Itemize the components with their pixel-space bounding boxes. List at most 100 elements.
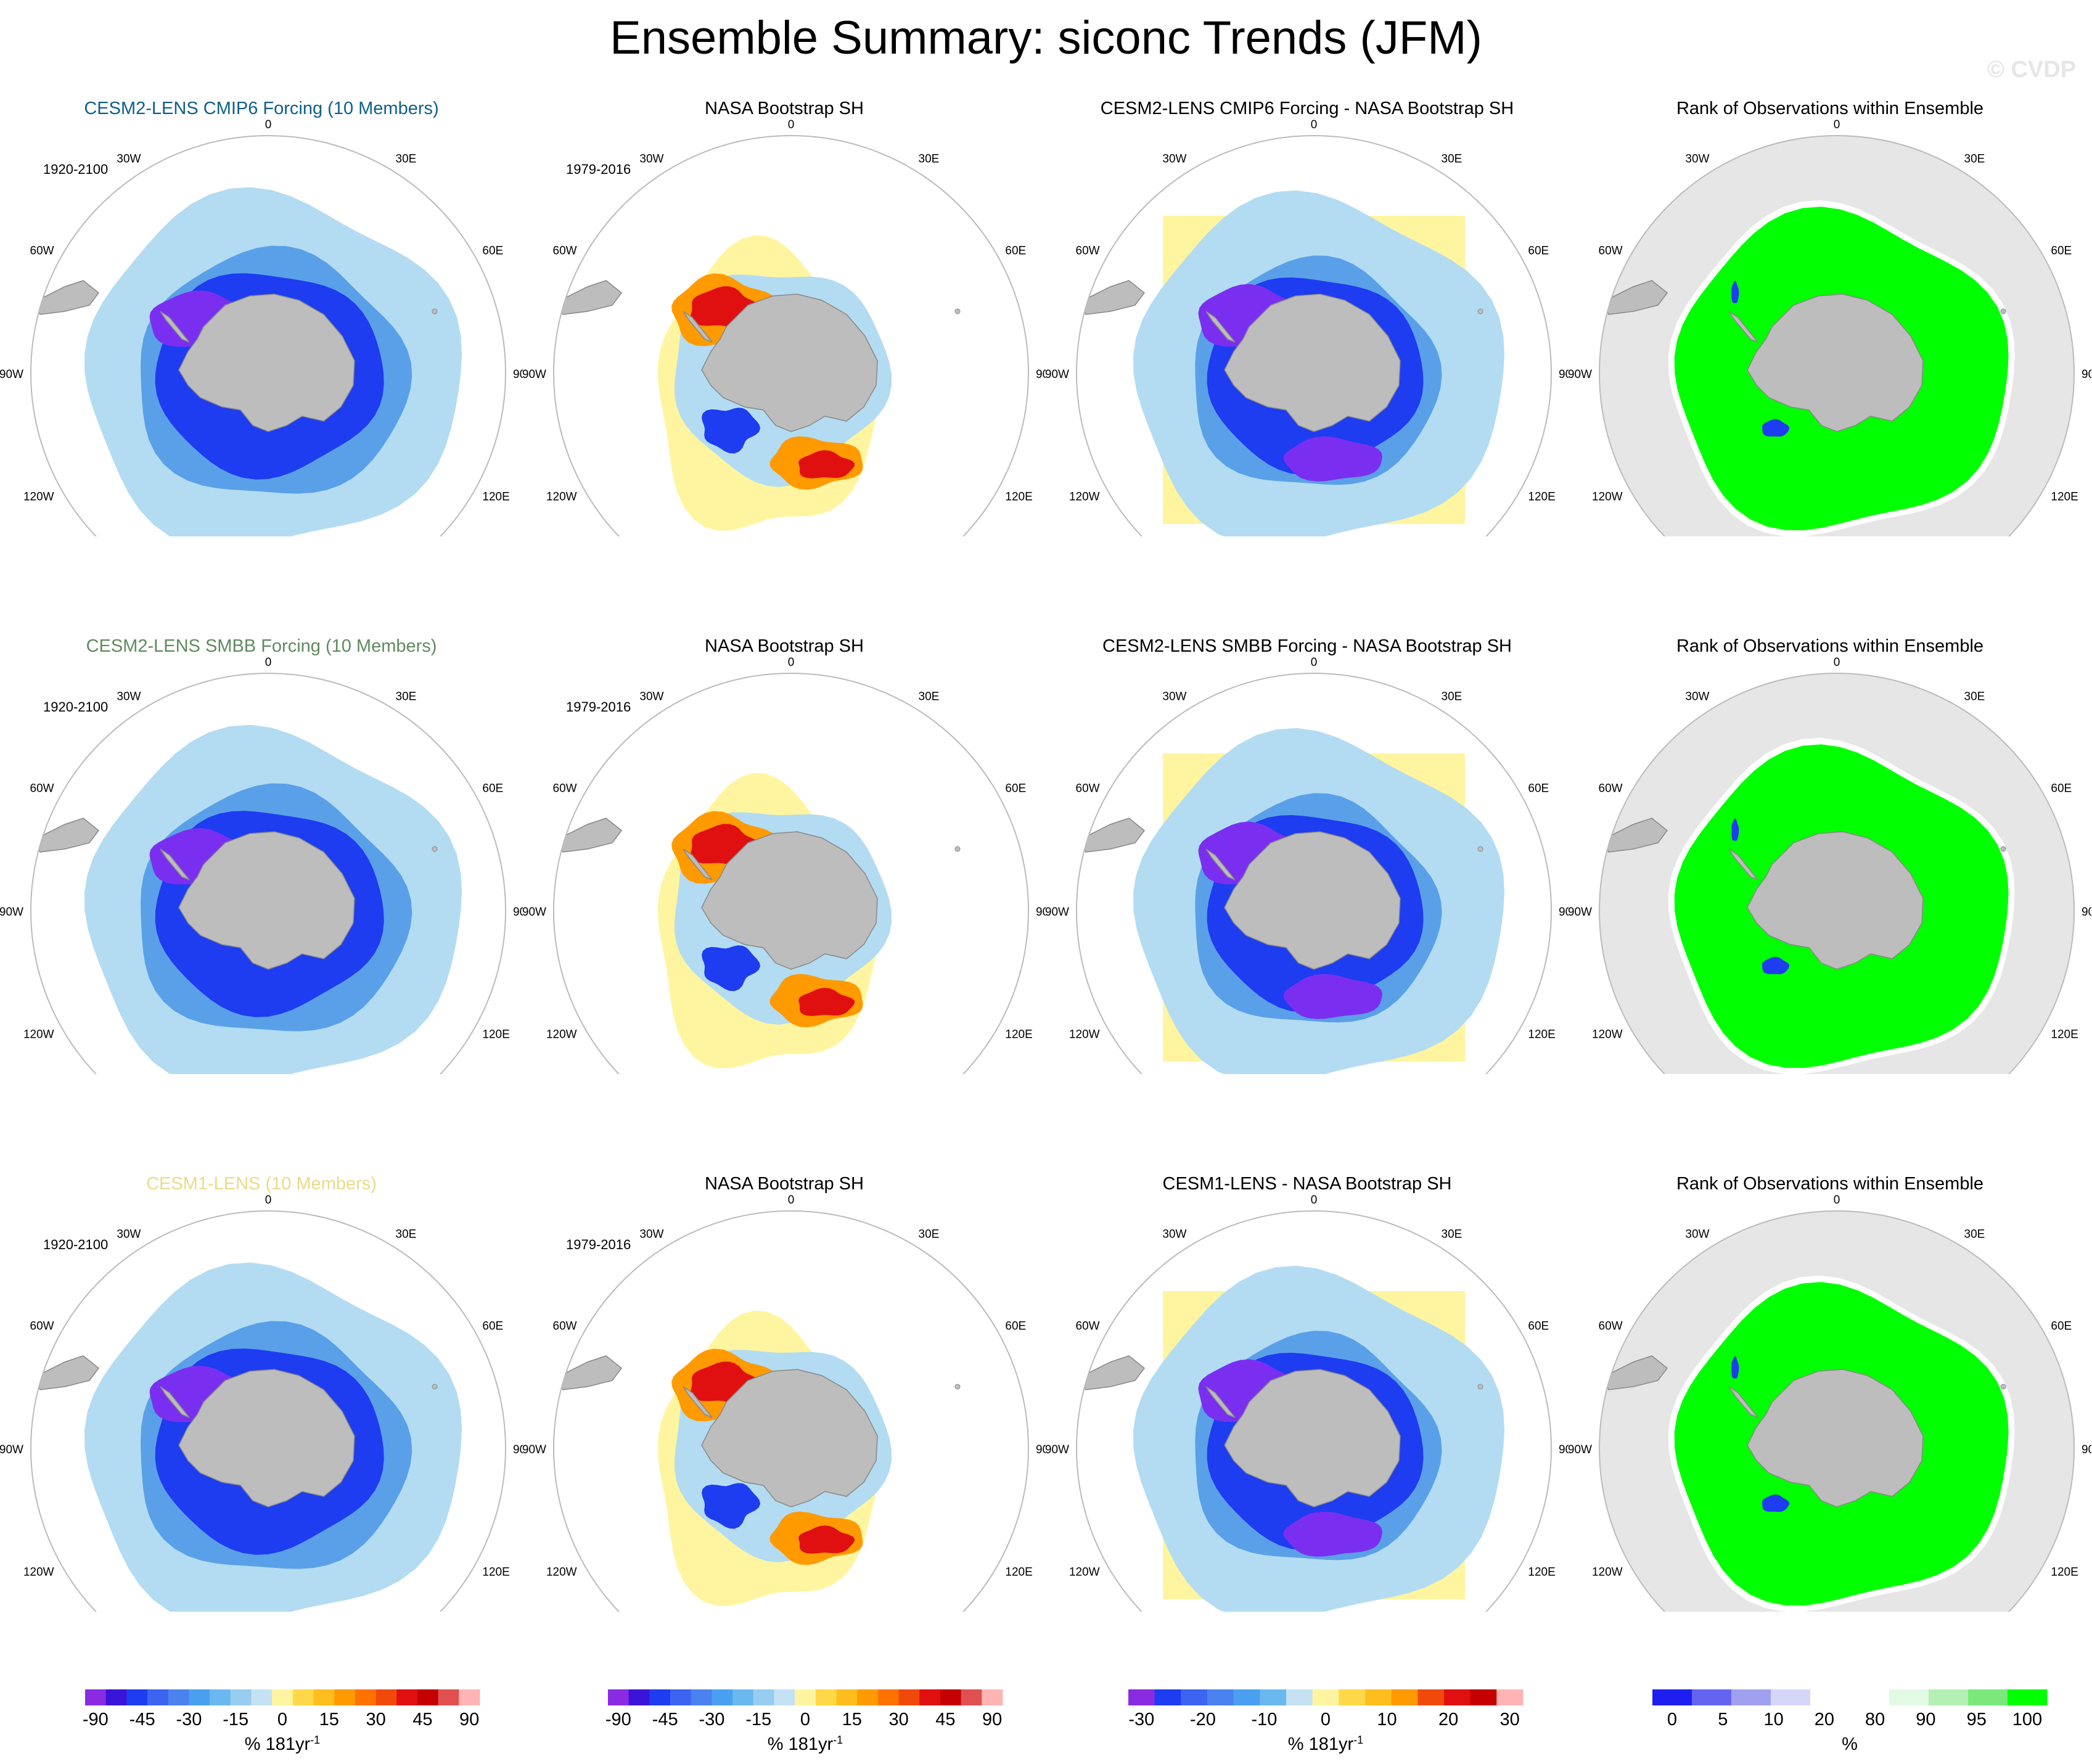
map-panel-model: CESM1-LENS (10 Members)030E60E90E120E150…	[0, 1075, 523, 1612]
colorbar-tick-label: 90	[459, 1710, 479, 1729]
longitude-label: 30E	[396, 691, 417, 704]
colorbar-units-label: % 181yr-1	[768, 1734, 843, 1754]
longitude-label: 120E	[482, 1028, 509, 1041]
longitude-label: 60E	[1528, 782, 1549, 795]
colorbar-swatch	[313, 1689, 335, 1705]
map-boundary-circle	[1076, 135, 1552, 536]
kerguelen-island	[1477, 846, 1483, 852]
figure-title: Ensemble Summary: siconc Trends (JFM)	[610, 12, 1482, 64]
colorbar-swatch	[774, 1689, 795, 1705]
longitude-label: 120W	[23, 1566, 54, 1579]
colorbar-swatch	[105, 1689, 127, 1705]
map-panel-diff: CESM2-LENS CMIP6 Forcing - NASA Bootstra…	[1046, 0, 1569, 536]
colorbar-tick-label: 0	[1667, 1710, 1677, 1729]
longitude-label: 0	[1311, 656, 1318, 669]
map-panel-obs: NASA Bootstrap SH030E60E90E120E150E18015…	[523, 0, 1046, 536]
colorbar-tick-label: 15	[319, 1710, 339, 1729]
longitude-label: 120W	[1592, 1028, 1623, 1041]
longitude-label: 60W	[1599, 782, 1623, 795]
longitude-label: 60W	[1076, 245, 1100, 258]
longitude-label: 120E	[1528, 491, 1555, 504]
longitude-label: 60W	[1599, 1320, 1623, 1333]
colorbar-swatch	[438, 1689, 459, 1705]
antarctic-peninsula	[683, 848, 713, 880]
longitude-label: 0	[265, 656, 272, 669]
period-label: 1920-2100	[43, 162, 109, 177]
period-label: 1979-2016	[566, 162, 631, 177]
longitude-label: 30E	[396, 1228, 417, 1241]
map-boundary-circle	[1599, 1210, 2075, 1612]
longitude-label: 30E	[1442, 153, 1462, 166]
kerguelen-island	[2000, 1384, 2006, 1390]
colorbar-swatch	[608, 1689, 630, 1705]
colorbar-tick-label: 5	[1718, 1710, 1728, 1729]
longitude-label: 120E	[1005, 491, 1032, 504]
colorbar-tick-label: 90	[1916, 1710, 1935, 1729]
kerguelen-island	[432, 846, 438, 852]
colorbar-swatch	[1810, 1689, 1850, 1705]
colorbar-tick-label: -30	[699, 1710, 724, 1729]
longitude-label: 120W	[1592, 491, 1623, 504]
antarctic-peninsula	[160, 848, 190, 880]
longitude-label: 0	[1311, 118, 1318, 131]
longitude-label: 90W	[523, 1443, 546, 1456]
colorbar-tick-label: -15	[745, 1710, 771, 1729]
longitude-label: 90E	[513, 1443, 523, 1456]
colorbar-swatch	[210, 1689, 231, 1705]
colorbar-swatch	[961, 1689, 982, 1705]
colorbar-swatch	[1652, 1689, 1692, 1705]
map-boundary-circle	[1599, 673, 2075, 1074]
longitude-label: 30E	[1442, 1228, 1462, 1241]
colorbar-swatch	[1391, 1689, 1418, 1705]
rank-low-patch	[1731, 281, 1739, 303]
colorbar-tick-label: 30	[366, 1710, 385, 1729]
rank-low-patch	[1731, 818, 1739, 841]
colorbar-swatch	[795, 1689, 816, 1705]
map-boundary-circle	[30, 1210, 506, 1612]
longitude-label: 120E	[2051, 491, 2078, 504]
colorbar-tick-label: 0	[800, 1710, 810, 1729]
colorbar-swatch	[1470, 1689, 1497, 1705]
longitude-label: 30E	[919, 153, 940, 166]
colorbar-swatch	[272, 1689, 293, 1705]
longitude-label: 90W	[1046, 906, 1069, 919]
colorbar-swatch	[375, 1689, 397, 1705]
colorbar-swatch	[251, 1689, 273, 1705]
colorbar-swatch	[732, 1689, 754, 1705]
antarctica-landmass	[1224, 831, 1401, 970]
polar-map: 030E60E90E120E150E180150W120W90W60W30W	[523, 1194, 1046, 1612]
longitude-label: 30E	[1442, 691, 1462, 704]
longitude-label: 120W	[546, 1566, 577, 1579]
longitude-label: 30E	[1964, 691, 1985, 704]
colorbar-swatch	[2008, 1689, 2048, 1705]
antarctica-landmass	[701, 293, 878, 432]
colorbar-tick-label: -45	[129, 1710, 155, 1729]
panel-title: Rank of Observations within Ensemble	[1676, 99, 1984, 118]
south-america-tip	[556, 280, 623, 315]
colorbar-swatch	[1929, 1689, 1969, 1705]
polar-map: 030E60E90E120E150E180150W120W90W60W30W	[0, 1194, 523, 1612]
panel-title: CESM2-LENS CMIP6 Forcing - NASA Bootstra…	[1100, 99, 1514, 118]
colorbar-tick-label: -30	[176, 1710, 202, 1729]
longitude-label: 0	[1311, 1194, 1318, 1207]
colorbar-swatch	[940, 1689, 962, 1705]
south-america-tip	[556, 1355, 623, 1390]
polar-map: 030E60E90E120E150E180150W120W90W60W30W	[0, 656, 523, 1074]
colorbar-tick-label: 10	[1377, 1710, 1397, 1729]
panel-title: CESM2-LENS SMBB Forcing (10 Members)	[86, 636, 437, 656]
colorbar-swatch	[1207, 1689, 1234, 1705]
longitude-label: 120W	[546, 491, 577, 504]
colorbar-swatch	[126, 1689, 148, 1705]
antarctic-peninsula	[1205, 1386, 1236, 1418]
longitude-label: 90W	[0, 368, 23, 381]
kerguelen-island	[432, 1384, 438, 1390]
kerguelen-island	[954, 846, 961, 852]
longitude-label: 60E	[1005, 1320, 1026, 1333]
colorbar-tick-label: -10	[1251, 1710, 1277, 1729]
longitude-label: 60E	[482, 782, 503, 795]
diff-ross-violet	[1283, 436, 1382, 482]
longitude-label: 30W	[639, 153, 663, 166]
colorbar-swatch	[292, 1689, 314, 1705]
map-panel-obs: NASA Bootstrap SH030E60E90E120E150E18015…	[523, 538, 1046, 1074]
south-america-tip	[1078, 818, 1146, 853]
